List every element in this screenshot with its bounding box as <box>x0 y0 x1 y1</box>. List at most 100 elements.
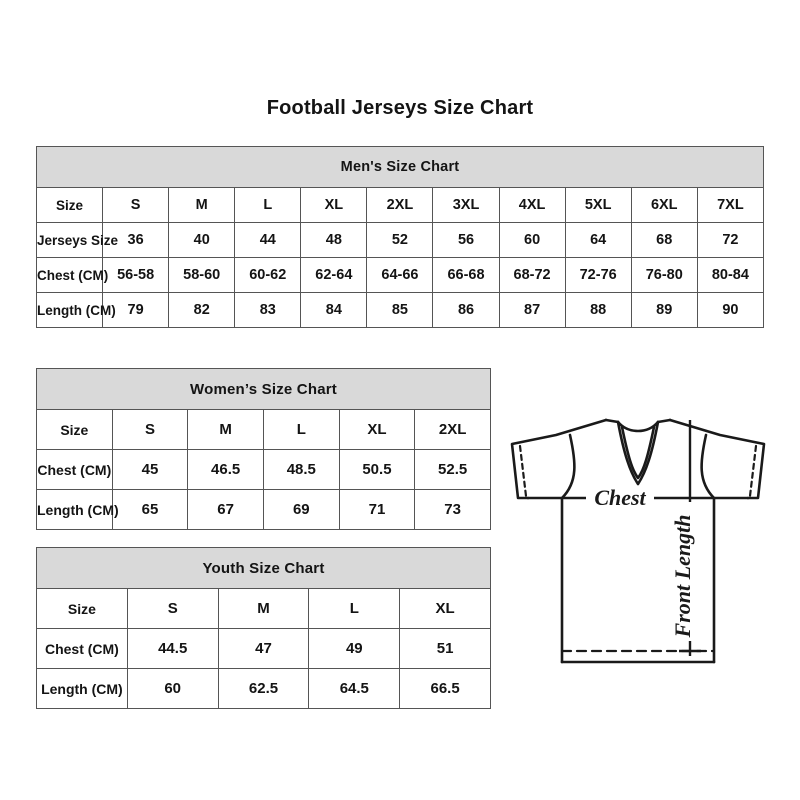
youth-chart-caption: Youth Size Chart <box>36 547 491 589</box>
table-cell: 87 <box>498 292 566 328</box>
table-header-row: Size S M L XL <box>36 588 491 629</box>
column-header-6xl: 6XL <box>630 187 698 223</box>
column-header-5xl: 5XL <box>564 187 632 223</box>
row-label: Jerseys Size <box>35 222 118 258</box>
table-cell: 84 <box>300 292 368 328</box>
table-cell: 58-60 <box>168 257 236 293</box>
table-cell: 73 <box>414 489 491 530</box>
column-header-m: M <box>168 187 236 223</box>
column-header-3xl: 3XL <box>432 187 500 223</box>
table-row: Chest (CM) 45 46.5 48.5 50.5 52.5 <box>36 449 491 490</box>
page-title: Football Jerseys Size Chart <box>266 97 534 119</box>
table-cell: 60 <box>498 222 566 258</box>
youth-size-table: Youth Size Chart Size S M L XL Chest (CM… <box>36 547 491 709</box>
table-cell: 46.5 <box>187 449 264 490</box>
row-label: Length (CM) <box>36 489 119 530</box>
right-sleeve-outline <box>668 418 766 500</box>
table-cell: 36 <box>102 222 170 258</box>
row-label: Chest (CM) <box>35 257 108 293</box>
column-header-s: S <box>111 409 189 450</box>
table-cell: 64 <box>564 222 632 258</box>
table-cell: 56-58 <box>102 257 170 293</box>
table-row: Jerseys Size 36 40 44 48 52 56 60 64 68 … <box>35 222 765 258</box>
neckline-outer <box>616 420 660 486</box>
column-header-size: Size <box>36 409 113 450</box>
table-cell: 49 <box>308 628 401 669</box>
table-row: Chest (CM) 44.5 47 49 51 <box>36 628 491 669</box>
left-cuff-dashed <box>518 444 528 498</box>
column-header-size: Size <box>36 588 128 629</box>
table-cell: 72 <box>696 222 765 258</box>
table-row: Length (CM) 79 82 83 84 85 86 87 88 89 9… <box>35 292 765 328</box>
column-header-size: Size <box>35 187 104 223</box>
column-header-2xl: 2XL <box>414 409 491 450</box>
table-cell: 85 <box>366 292 434 328</box>
table-row: Length (CM) 65 67 69 71 73 <box>36 489 491 530</box>
collar-arc <box>616 420 660 433</box>
table-header-row: Size S M L XL 2XL <box>36 409 491 450</box>
row-label: Chest (CM) <box>36 628 128 669</box>
table-cell: 76-80 <box>630 257 698 293</box>
column-header-xl: XL <box>399 588 491 629</box>
table-cell: 79 <box>102 292 170 328</box>
table-cell: 44 <box>234 222 302 258</box>
table-cell: 80-84 <box>696 257 765 293</box>
table-cell: 65 <box>111 489 189 530</box>
table-cell: 64.5 <box>308 668 401 709</box>
row-label: Chest (CM) <box>36 449 113 490</box>
column-header-l: L <box>234 187 302 223</box>
column-header-2xl: 2XL <box>366 187 434 223</box>
mens-chart-caption: Men's Size Chart <box>36 146 764 188</box>
table-cell: 69 <box>262 489 340 530</box>
table-cell: 51 <box>399 628 491 669</box>
neckline-inner <box>620 425 656 480</box>
table-cell: 62.5 <box>217 668 310 709</box>
table-cell: 60-62 <box>234 257 302 293</box>
column-header-m: M <box>217 588 310 629</box>
table-cell: 83 <box>234 292 302 328</box>
table-cell: 88 <box>564 292 632 328</box>
table-cell: 68 <box>630 222 698 258</box>
table-cell: 64-66 <box>366 257 434 293</box>
table-cell: 40 <box>168 222 236 258</box>
column-header-xl: XL <box>300 187 368 223</box>
table-cell: 71 <box>338 489 416 530</box>
column-header-s: S <box>102 187 170 223</box>
column-header-4xl: 4XL <box>498 187 566 223</box>
column-header-s: S <box>126 588 219 629</box>
table-cell: 44.5 <box>126 628 219 669</box>
right-armhole <box>700 433 716 500</box>
table-cell: 66-68 <box>432 257 500 293</box>
left-sleeve-outline <box>510 418 608 500</box>
womens-size-table: Women’s Size Chart Size S M L XL 2XL Che… <box>36 368 491 530</box>
table-cell: 62-64 <box>300 257 368 293</box>
table-cell: 48 <box>300 222 368 258</box>
womens-chart-caption: Women’s Size Chart <box>36 368 491 410</box>
table-row: Chest (CM) 56-58 58-60 60-62 62-64 64-66… <box>35 257 765 293</box>
table-cell: 60 <box>126 668 219 709</box>
chest-label: Chest <box>594 485 646 510</box>
table-header-row: Size S M L XL 2XL 3XL 4XL 5XL 6XL 7XL <box>35 187 765 223</box>
table-caption-row: Men's Size Chart <box>36 146 764 188</box>
table-cell: 47 <box>217 628 310 669</box>
jersey-measurement-diagram: Chest Front Length <box>498 398 778 688</box>
table-cell: 90 <box>696 292 765 328</box>
column-header-7xl: 7XL <box>696 187 765 223</box>
table-cell: 86 <box>432 292 500 328</box>
table-caption-row: Youth Size Chart <box>36 547 491 589</box>
table-cell: 68-72 <box>498 257 566 293</box>
front-length-label: Front Length <box>670 515 695 639</box>
table-cell: 56 <box>432 222 500 258</box>
table-cell: 48.5 <box>262 449 340 490</box>
row-label: Length (CM) <box>35 292 116 328</box>
column-header-xl: XL <box>338 409 416 450</box>
table-cell: 45 <box>111 449 189 490</box>
table-cell: 89 <box>630 292 698 328</box>
left-armhole <box>560 433 576 500</box>
right-cuff-dashed <box>748 444 758 498</box>
table-cell: 50.5 <box>338 449 416 490</box>
table-cell: 52.5 <box>414 449 491 490</box>
table-cell: 52 <box>366 222 434 258</box>
column-header-m: M <box>187 409 264 450</box>
row-label: Length (CM) <box>36 668 128 709</box>
